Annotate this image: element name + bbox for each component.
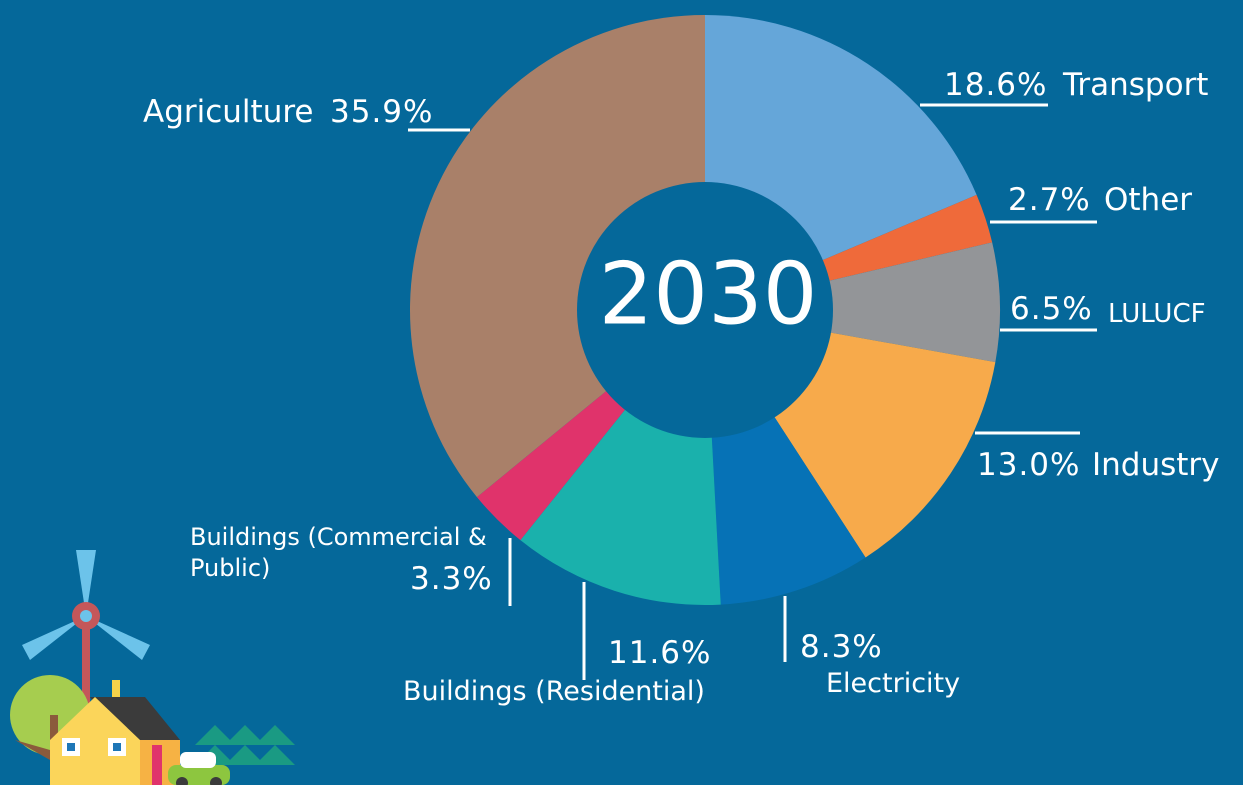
house bbox=[50, 697, 140, 785]
category-label: LULUCF bbox=[1108, 299, 1206, 329]
category-label: Electricity bbox=[826, 668, 961, 699]
windmill-hub-inner bbox=[80, 610, 92, 622]
category-label: Agriculture bbox=[143, 94, 314, 130]
window bbox=[113, 743, 121, 751]
slice bbox=[409, 15, 705, 498]
center-label: 2030 bbox=[599, 244, 818, 344]
tree-trunk bbox=[15, 715, 58, 785]
value-label: 2.7% bbox=[1008, 182, 1091, 218]
chimney bbox=[112, 680, 120, 700]
category-label: Transport bbox=[1063, 67, 1209, 103]
wheel bbox=[210, 777, 222, 785]
value-label: 18.6% bbox=[944, 67, 1048, 103]
value-label: 35.9% bbox=[330, 94, 434, 130]
value-label: 13.0% bbox=[977, 447, 1081, 483]
windmill-blade bbox=[86, 616, 150, 660]
illustration bbox=[10, 550, 295, 785]
window bbox=[67, 743, 75, 751]
category-label: Buildings (Commercial & Public) bbox=[190, 523, 487, 582]
door bbox=[152, 745, 162, 785]
category-label: Industry bbox=[1092, 447, 1220, 483]
slice bbox=[705, 242, 1000, 363]
value-label: 6.5% bbox=[1010, 291, 1093, 327]
value-label: 8.3% bbox=[800, 629, 883, 665]
windmill-blade bbox=[22, 616, 86, 660]
value-label: 11.6% bbox=[608, 635, 712, 671]
windmill-pole bbox=[82, 620, 90, 710]
value-label: 3.3% bbox=[410, 561, 493, 597]
trees bbox=[195, 725, 295, 765]
windmill-blade bbox=[76, 550, 96, 616]
leader-lines bbox=[408, 103, 1097, 680]
car-window bbox=[180, 752, 216, 768]
category-label: Other bbox=[1104, 182, 1193, 218]
category-label: Buildings (Residential) bbox=[403, 676, 705, 707]
donut-hole bbox=[577, 182, 833, 438]
wheel bbox=[176, 777, 188, 785]
